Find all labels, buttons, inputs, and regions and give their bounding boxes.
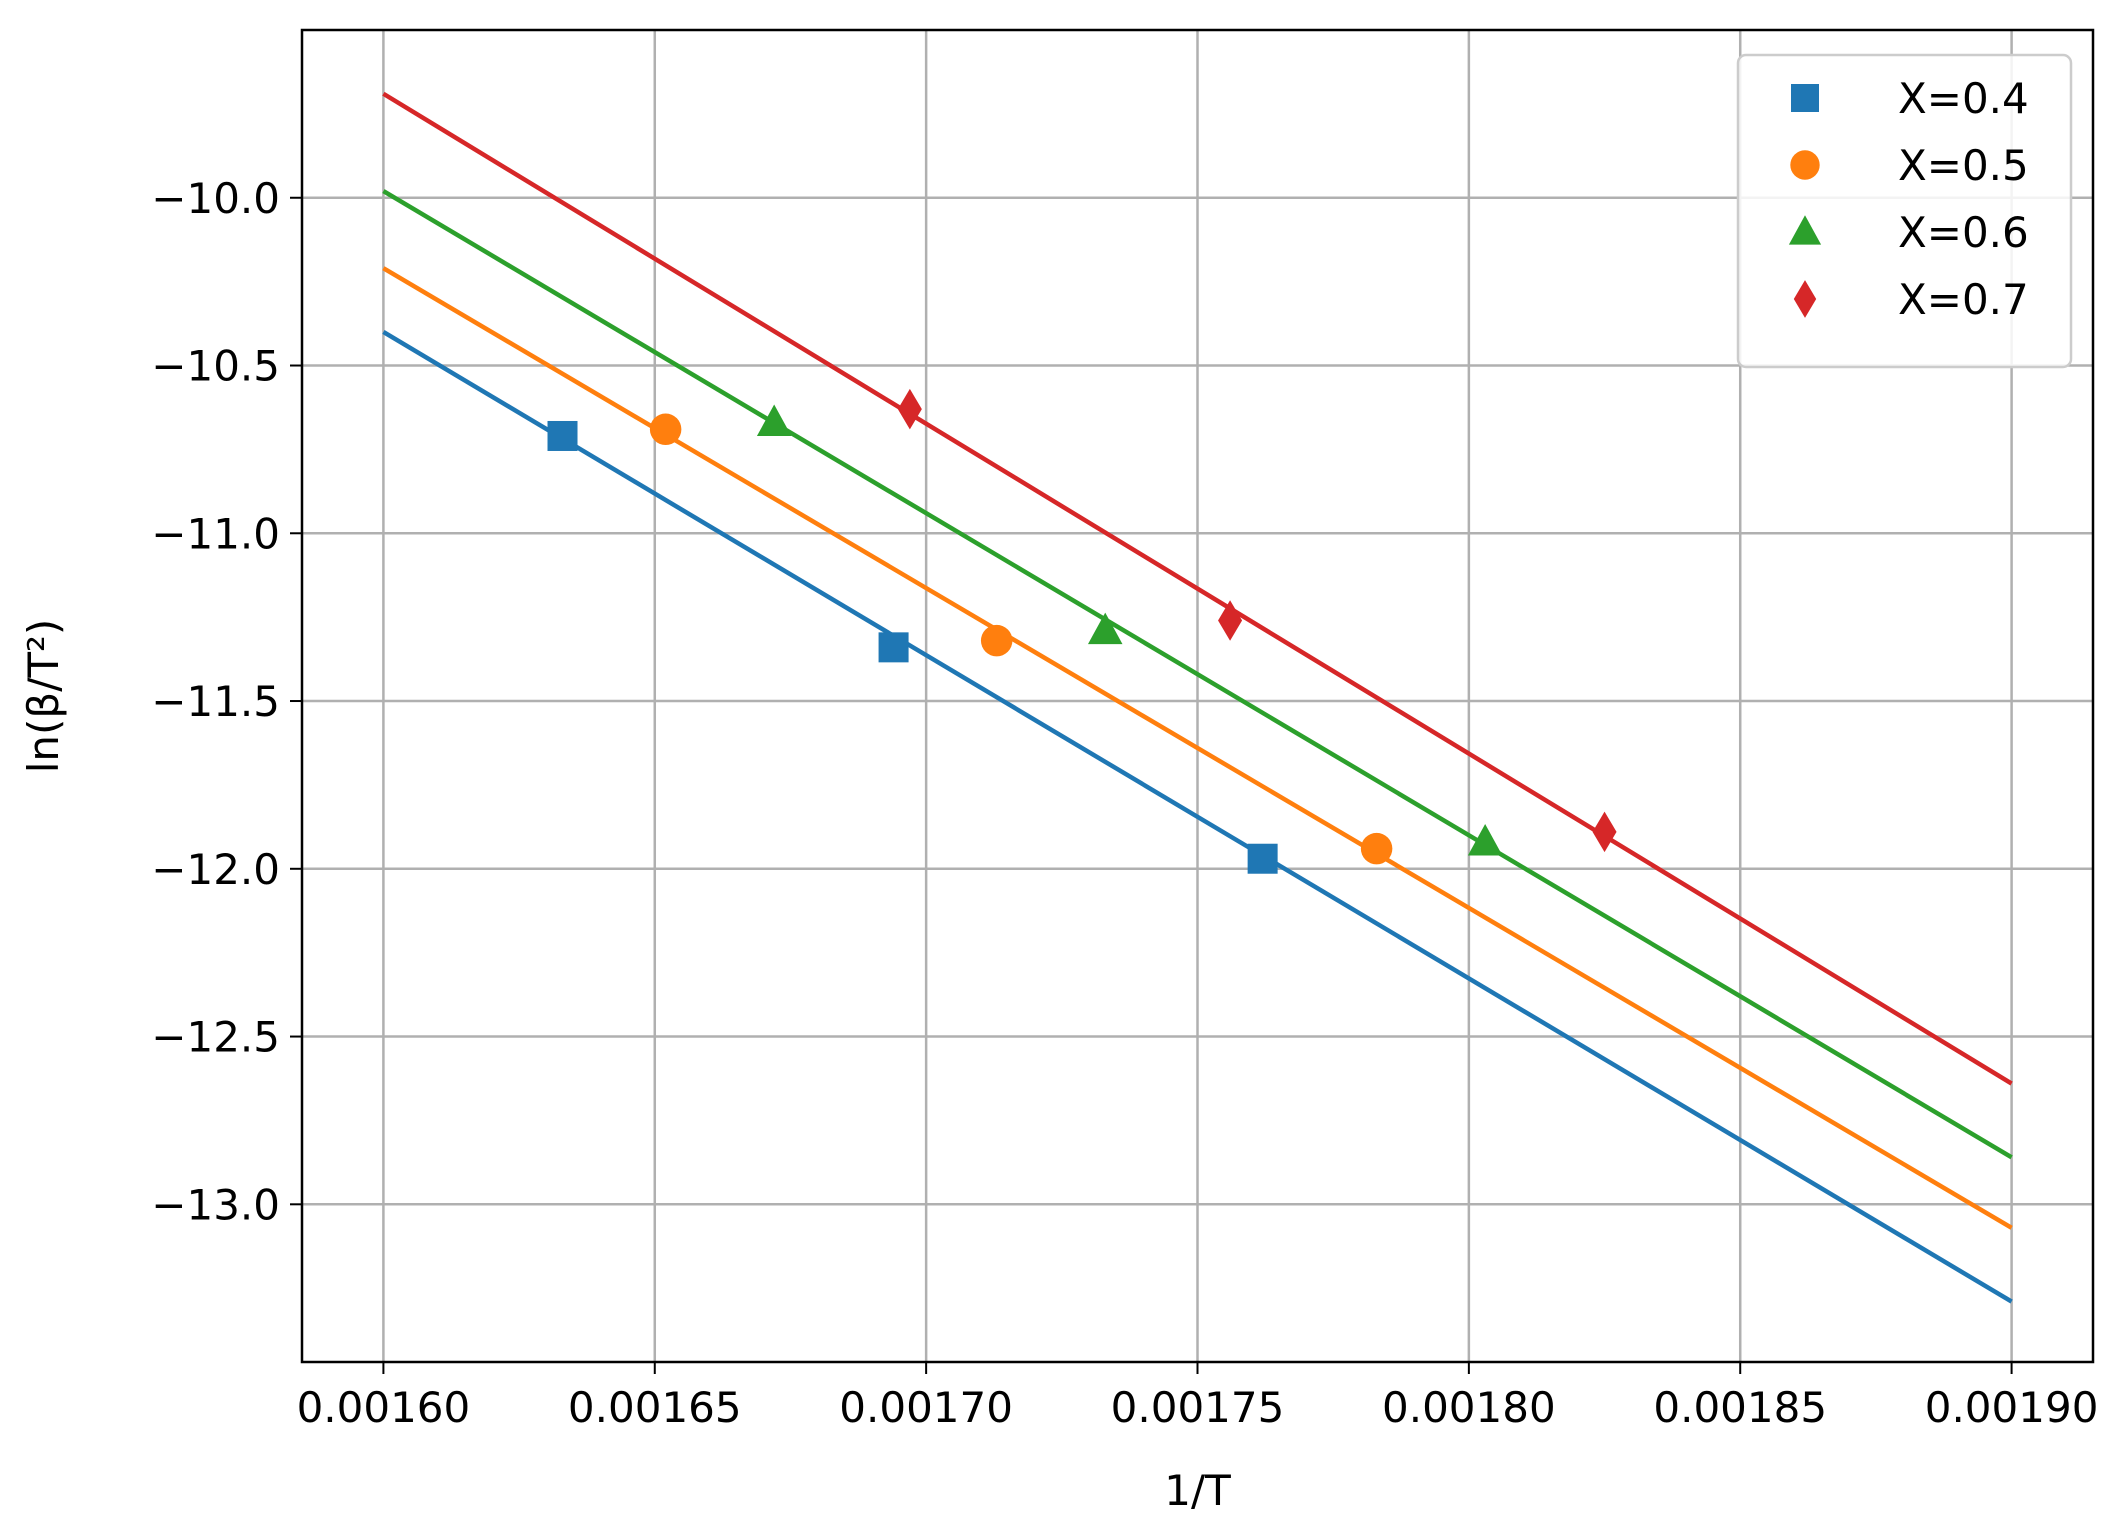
data-point bbox=[547, 420, 578, 451]
data-markers bbox=[547, 388, 1617, 874]
fit-lines bbox=[382, 91, 2013, 1304]
legend-label: X=0.5 bbox=[1898, 141, 2029, 190]
data-point bbox=[649, 413, 682, 446]
legend: X=0.4 X=0.5 X=0.6 X=0.7 bbox=[1736, 53, 2073, 369]
legend-marker bbox=[1791, 84, 1819, 112]
legend-marker bbox=[1790, 150, 1820, 180]
data-point bbox=[878, 632, 909, 663]
legend-box bbox=[1736, 53, 2073, 369]
data-point bbox=[1218, 600, 1243, 641]
x-axis-label: 1/T bbox=[1164, 1466, 1231, 1515]
legend-label: X=0.6 bbox=[1898, 208, 2029, 257]
data-point bbox=[897, 388, 922, 430]
x-tick-label: 0.00170 bbox=[839, 1383, 1013, 1432]
data-point bbox=[1467, 823, 1503, 856]
fit-line bbox=[382, 330, 2013, 1304]
x-tick-label: 0.00185 bbox=[1653, 1383, 1827, 1432]
x-tick-label: 0.00165 bbox=[568, 1383, 742, 1432]
x-tick-label: 0.00175 bbox=[1111, 1383, 1285, 1432]
y-tick-label: −12.5 bbox=[151, 1013, 280, 1062]
y-tick-label: −10.0 bbox=[151, 174, 280, 223]
data-point bbox=[1087, 612, 1123, 645]
y-tick-label: −12.0 bbox=[151, 845, 280, 894]
x-tick-label: 0.00190 bbox=[1925, 1383, 2099, 1432]
x-tick-label: 0.00160 bbox=[297, 1383, 471, 1432]
data-point bbox=[1247, 843, 1278, 874]
data-point bbox=[756, 404, 792, 437]
y-tick-label: −13.0 bbox=[151, 1180, 280, 1229]
y-tick-label: −11.5 bbox=[151, 677, 280, 726]
fit-line bbox=[382, 91, 2013, 1086]
y-tick-label: −10.5 bbox=[151, 342, 280, 391]
x-tick-label: 0.00180 bbox=[1382, 1383, 1556, 1432]
y-axis-label: ln(β/T²) bbox=[19, 619, 68, 774]
legend-marker bbox=[1793, 280, 1817, 318]
data-point bbox=[1360, 832, 1393, 865]
data-point bbox=[1592, 811, 1617, 853]
fit-line bbox=[382, 189, 2013, 1160]
legend-label: X=0.7 bbox=[1898, 275, 2029, 324]
axis-ticks: 0.00160 0.00165 0.00170 0.00175 0.00180 0.001… bbox=[151, 174, 2098, 1432]
data-point bbox=[980, 624, 1013, 657]
legend-label: X=0.4 bbox=[1898, 74, 2029, 123]
legend-marker bbox=[1788, 215, 1822, 245]
y-tick-label: −11.0 bbox=[151, 509, 280, 558]
